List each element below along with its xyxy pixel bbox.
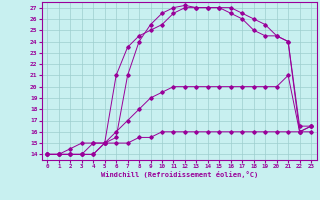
- X-axis label: Windchill (Refroidissement éolien,°C): Windchill (Refroidissement éolien,°C): [100, 171, 258, 178]
